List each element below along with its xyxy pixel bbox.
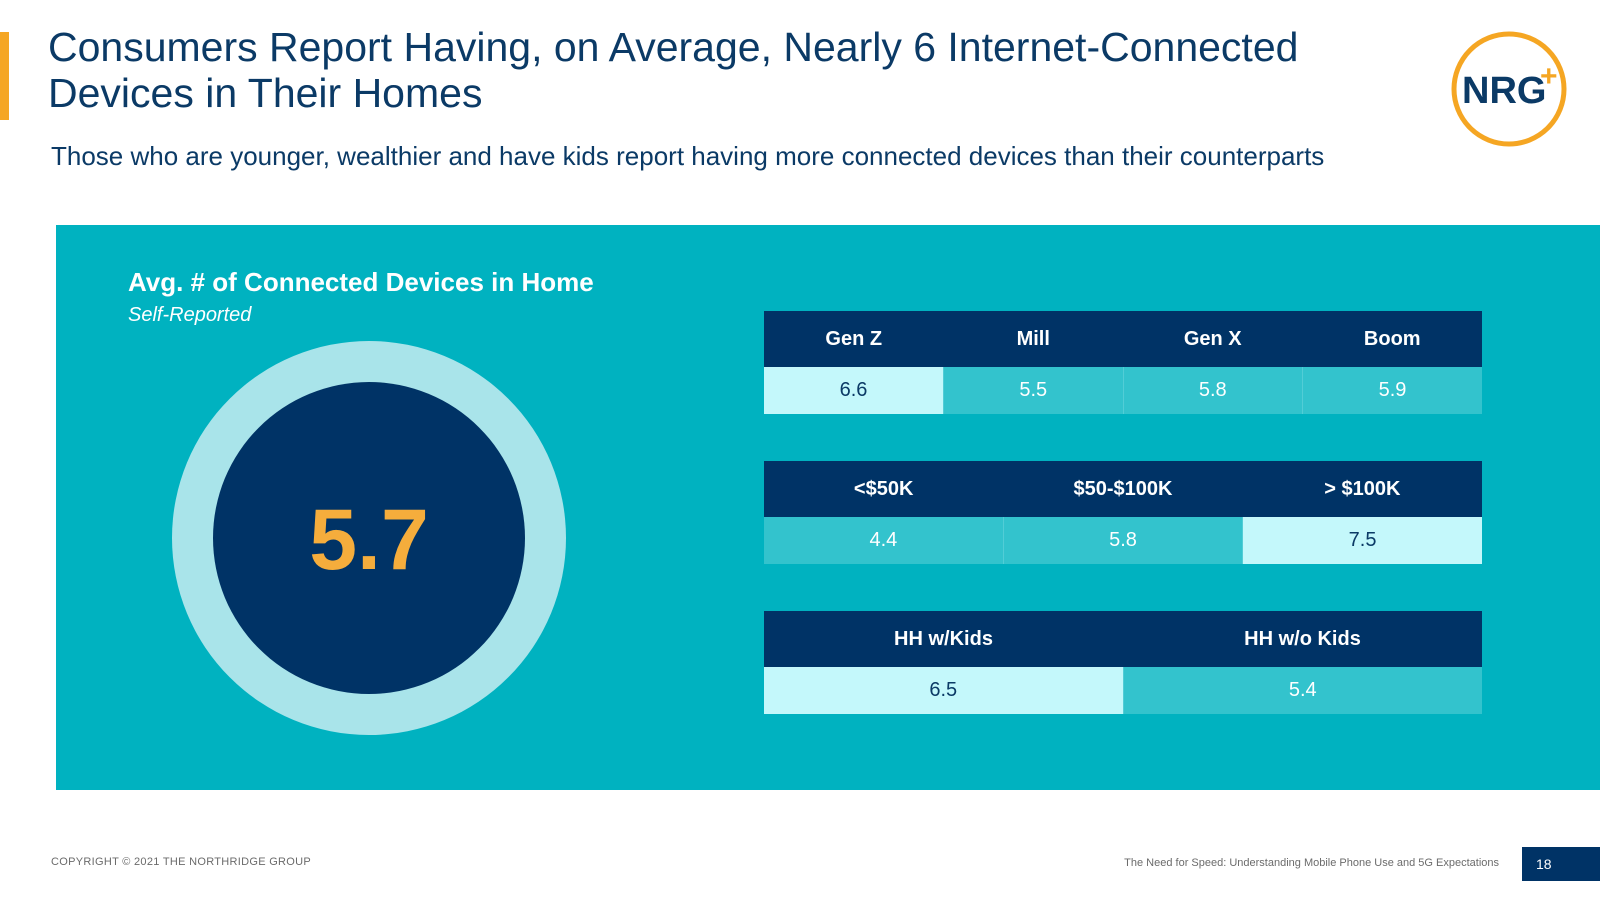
header-cell: Boom <box>1302 311 1482 367</box>
generation-table: Gen Z Mill Gen X Boom 6.6 5.5 5.8 5.9 <box>764 311 1482 414</box>
value-cell: 5.8 <box>1002 517 1243 564</box>
table-value-row: 4.4 5.8 7.5 <box>764 517 1482 564</box>
value-cell: 5.9 <box>1302 367 1482 414</box>
value-cell: 5.4 <box>1122 667 1482 714</box>
slide-title: Consumers Report Having, on Average, Nea… <box>48 24 1299 116</box>
table-value-row: 6.5 5.4 <box>764 667 1482 714</box>
logo-text: NRG <box>1462 70 1546 112</box>
header-cell: <$50K <box>764 461 1004 517</box>
panel-subtitle: Self-Reported <box>128 304 252 326</box>
value-cell: 5.8 <box>1122 367 1303 414</box>
header-cell: Mill <box>943 311 1123 367</box>
value-cell: 4.4 <box>764 517 1004 564</box>
value-cell: 7.5 <box>1242 517 1482 564</box>
devices-panel: Avg. # of Connected Devices in Home Self… <box>56 225 1600 790</box>
table-header-row: <$50K $50-$100K > $100K <box>764 461 1482 517</box>
header-cell: $50-$100K <box>1003 461 1243 517</box>
table-header-row: Gen Z Mill Gen X Boom <box>764 311 1482 367</box>
copyright-text: COPYRIGHT © 2021 THE NORTHRIDGE GROUP <box>51 856 312 868</box>
income-table: <$50K $50-$100K > $100K 4.4 5.8 7.5 <box>764 461 1482 564</box>
report-title: The Need for Speed: Understanding Mobile… <box>1124 857 1499 869</box>
slide-subtitle: Those who are younger, wealthier and hav… <box>51 141 1325 171</box>
value-cell: 6.5 <box>764 667 1123 714</box>
title-accent-bar <box>0 32 9 120</box>
value-cell: 6.6 <box>764 367 944 414</box>
header-cell: > $100K <box>1242 461 1482 517</box>
header-cell: HH w/o Kids <box>1123 611 1482 667</box>
panel-title: Avg. # of Connected Devices in Home <box>128 267 594 297</box>
nrg-logo: NRG + <box>1451 31 1567 147</box>
table-value-row: 6.6 5.5 5.8 5.9 <box>764 367 1482 414</box>
table-header-row: HH w/Kids HH w/o Kids <box>764 611 1482 667</box>
household-table: HH w/Kids HH w/o Kids 6.5 5.4 <box>764 611 1482 714</box>
overall-value: 5.7 <box>309 491 429 588</box>
logo-plus-icon: + <box>1540 60 1558 93</box>
overall-circle: 5.7 <box>213 382 525 694</box>
header-cell: Gen X <box>1123 311 1303 367</box>
header-cell: Gen Z <box>764 311 944 367</box>
page-number: 18 <box>1522 847 1600 881</box>
value-cell: 5.5 <box>943 367 1123 414</box>
header-cell: HH w/Kids <box>764 611 1123 667</box>
